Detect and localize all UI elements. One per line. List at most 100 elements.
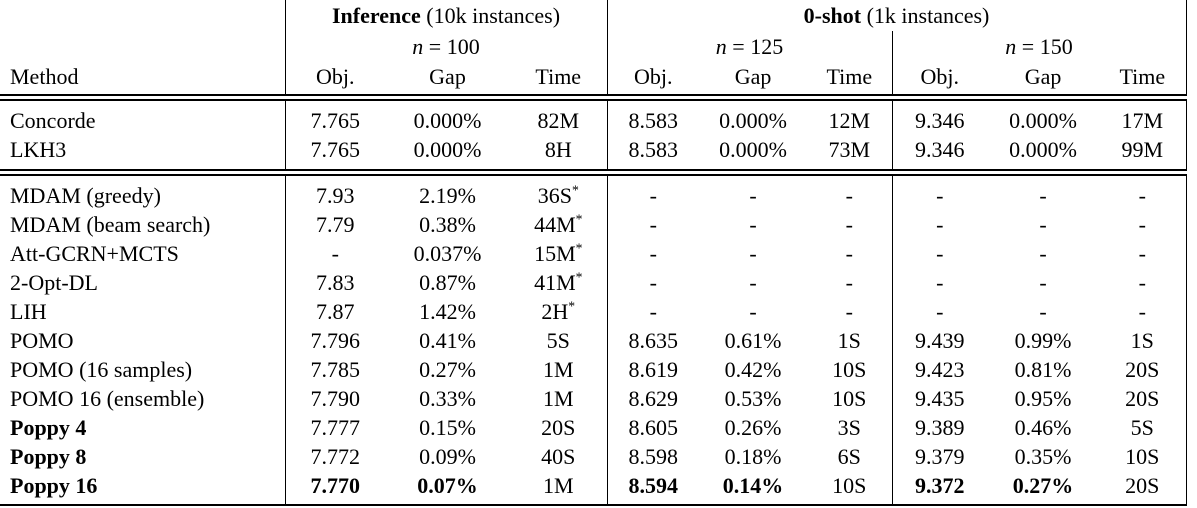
value-cell: 8.594 xyxy=(606,471,700,506)
value-cell: 1M xyxy=(542,356,574,382)
value-cell: 7.785 xyxy=(284,355,385,384)
value-cell: 0.07% xyxy=(385,471,510,506)
value-cell: 1M xyxy=(542,385,574,411)
baseline-rows: Concorde 7.765 0.000% 82M 8.583 0.000% 12M 9.34… xyxy=(0,97,1187,176)
method-cell: POMO (16 samples) xyxy=(10,356,193,382)
value-cell: 0.037% xyxy=(413,240,482,266)
table-row: Att-GCRN+MCTS -0.037% 15M* - - - - - - xyxy=(0,239,1187,268)
value-cell: 1S xyxy=(837,327,861,353)
method-cell: Concorde xyxy=(10,107,96,133)
size-value: = 125 xyxy=(726,33,784,59)
value-cell: 9.435 xyxy=(891,384,988,413)
value-cell: 0.000% xyxy=(413,107,482,133)
value-cell: 9.346 xyxy=(891,135,988,176)
header-spacer xyxy=(0,31,285,62)
value-cell: - xyxy=(606,239,700,268)
value-cell: 7.765 xyxy=(284,97,385,135)
value-cell: - xyxy=(891,268,988,297)
time-value: 41M xyxy=(534,269,576,295)
value-cell: 0.14% xyxy=(699,471,808,506)
column-header-time: Time xyxy=(510,62,608,101)
value-cell: 5S xyxy=(1099,413,1187,442)
value-cell: - xyxy=(1099,297,1187,326)
method-cell: Poppy 4 xyxy=(10,414,87,440)
value-cell: 73M xyxy=(807,135,893,176)
value-cell: 99M xyxy=(1099,135,1187,176)
value-cell: 0.46% xyxy=(1014,414,1072,440)
value-cell: 8.605 xyxy=(606,413,700,442)
header-size-n125: n = 125 xyxy=(606,31,893,62)
table-header: Inference (10k instances) 0-shot (1k ins… xyxy=(0,0,1187,101)
header-size-n100: n = 100 xyxy=(284,31,608,62)
table-row: MDAM (beam search) 7.79 0.38% 44M* - - - - - - xyxy=(0,210,1187,239)
value-cell: 7.87 xyxy=(284,297,385,326)
table-row: POMO 16 (ensemble) 7.790 0.33% 1M 8.629 0.53%… xyxy=(0,384,1187,413)
section-title: 0-shot xyxy=(803,2,862,28)
value-cell: 8.598 xyxy=(606,442,700,471)
column-header-time: Time xyxy=(1099,62,1187,101)
time-value: 2H xyxy=(541,298,569,324)
value-cell: 9.379 xyxy=(891,442,988,471)
value-cell: 1S xyxy=(1099,326,1187,355)
value-cell: - xyxy=(749,298,757,324)
value-cell: - xyxy=(1099,268,1187,297)
asterisk-footnote-marker: * xyxy=(575,240,583,256)
header-metric-row: Method Obj. Gap Time Obj. Gap Time Obj. … xyxy=(0,62,1187,101)
value-cell: 0.26% xyxy=(724,414,782,440)
value-cell: 7.770 xyxy=(284,471,385,506)
method-cell: Att-GCRN+MCTS xyxy=(10,240,179,266)
header-section-zeroshot: 0-shot (1k instances) xyxy=(606,0,1187,31)
value-cell: 10S xyxy=(1099,442,1187,471)
value-cell: 0.09% xyxy=(419,443,476,469)
value-cell: 82M xyxy=(537,107,580,133)
value-cell: 0.000% xyxy=(385,135,510,176)
value-cell: 8.583 xyxy=(606,135,700,176)
value-cell: 0.000% xyxy=(719,107,787,133)
value-cell: 0.18% xyxy=(724,443,782,469)
value-cell: - xyxy=(1039,298,1047,324)
value-cell: 20S xyxy=(1099,471,1187,506)
value-cell: 7.796 xyxy=(284,326,385,355)
table-row: LIH 7.87 1.42% 2H* - - - - - - xyxy=(0,297,1187,326)
value-cell: 20S xyxy=(541,414,576,440)
method-cell: POMO xyxy=(10,327,74,353)
math-var-n: n xyxy=(412,33,424,59)
value-cell: - xyxy=(845,269,853,295)
method-cell: MDAM (beam search) xyxy=(10,211,211,237)
value-cell: - xyxy=(749,240,757,266)
method-cell: MDAM (greedy) xyxy=(10,182,161,208)
value-cell: - xyxy=(1039,269,1047,295)
value-cell: 8H xyxy=(510,135,608,176)
value-cell: 0.41% xyxy=(419,327,476,353)
asterisk-footnote-marker: * xyxy=(571,182,579,198)
value-cell: 10S xyxy=(832,356,867,382)
value-cell: 15M* xyxy=(510,239,607,268)
value-cell: 40S xyxy=(541,443,576,469)
method-cell: POMO 16 (ensemble) xyxy=(10,385,205,411)
method-cell: 2-Opt-DL xyxy=(10,269,98,295)
value-cell: 8.629 xyxy=(606,384,700,413)
value-cell: 7.772 xyxy=(284,442,385,471)
method-cell: Poppy 16 xyxy=(0,471,285,506)
value-cell: 1.42% xyxy=(419,298,476,324)
value-cell: 0.33% xyxy=(419,385,476,411)
value-cell: 7.765 xyxy=(284,135,385,176)
value-cell: - xyxy=(845,240,853,266)
value-cell: - xyxy=(284,239,385,268)
value-cell: - xyxy=(749,211,757,237)
size-value: = 150 xyxy=(1016,33,1073,59)
value-cell: 3S xyxy=(837,414,861,440)
value-cell: 0.38% xyxy=(419,211,476,237)
value-cell: 12M xyxy=(828,107,871,133)
value-cell: 0.15% xyxy=(419,414,476,440)
column-header-time: Time xyxy=(807,62,893,101)
column-header-gap: Gap xyxy=(385,62,510,101)
value-cell: 0.27% xyxy=(419,356,476,382)
value-cell: - xyxy=(891,297,988,326)
value-cell: 7.79 xyxy=(284,210,385,239)
column-header-obj: Obj. xyxy=(606,62,700,101)
value-cell: 8.583 xyxy=(606,97,700,135)
value-cell: 0.61% xyxy=(724,327,782,353)
value-cell: - xyxy=(1099,239,1187,268)
